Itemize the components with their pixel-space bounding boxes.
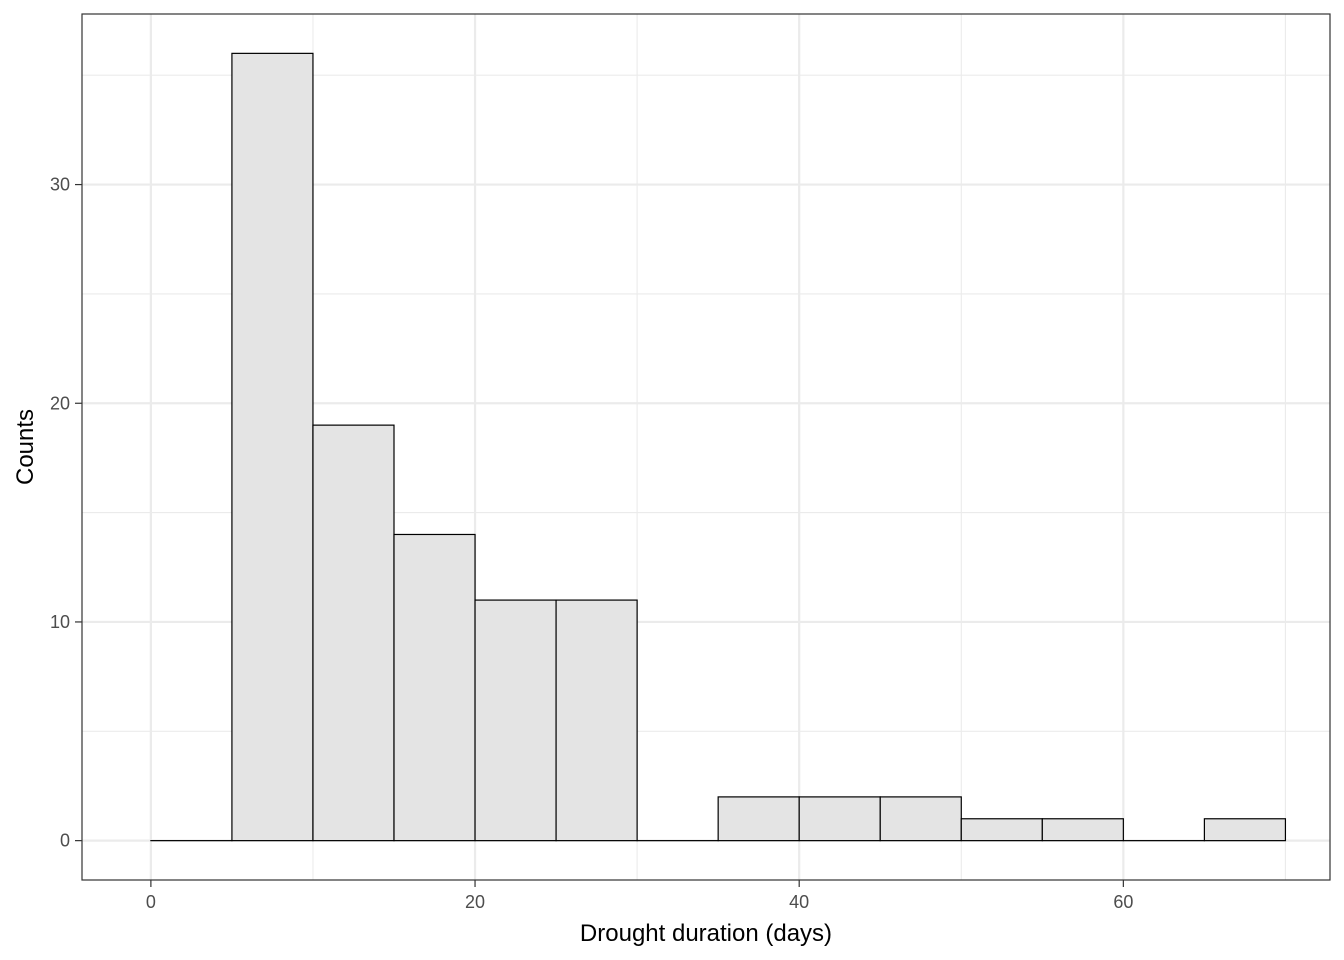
histogram-bars xyxy=(150,52,1287,842)
histogram-bar xyxy=(555,599,638,842)
x-tick-label: 40 xyxy=(789,892,809,912)
histogram-bar xyxy=(1203,818,1287,842)
histogram-bar xyxy=(798,796,881,842)
x-tick-label: 20 xyxy=(465,892,485,912)
y-tick-label: 20 xyxy=(50,393,70,413)
y-axis-title: Counts xyxy=(12,409,39,485)
histogram-bar xyxy=(879,796,962,842)
x-tick-label: 0 xyxy=(146,892,156,912)
histogram-bar xyxy=(312,424,395,842)
y-tick-label: 0 xyxy=(60,831,70,851)
histogram-bar xyxy=(717,796,800,842)
histogram-bar xyxy=(231,52,314,842)
histogram-bar xyxy=(393,533,476,842)
histogram-bar xyxy=(1041,818,1124,842)
x-tick-label: 60 xyxy=(1113,892,1133,912)
x-axis-ticks: 0 20 40 60 xyxy=(146,880,1133,912)
plot-panel-border xyxy=(81,13,1331,881)
histogram-bar xyxy=(960,818,1043,842)
y-tick-label: 10 xyxy=(50,612,70,632)
y-axis-ticks: 0 10 20 30 xyxy=(50,175,82,851)
x-axis-title: Drought duration (days) xyxy=(580,920,832,947)
y-tick-label: 30 xyxy=(50,175,70,195)
histogram-bar xyxy=(474,599,557,842)
